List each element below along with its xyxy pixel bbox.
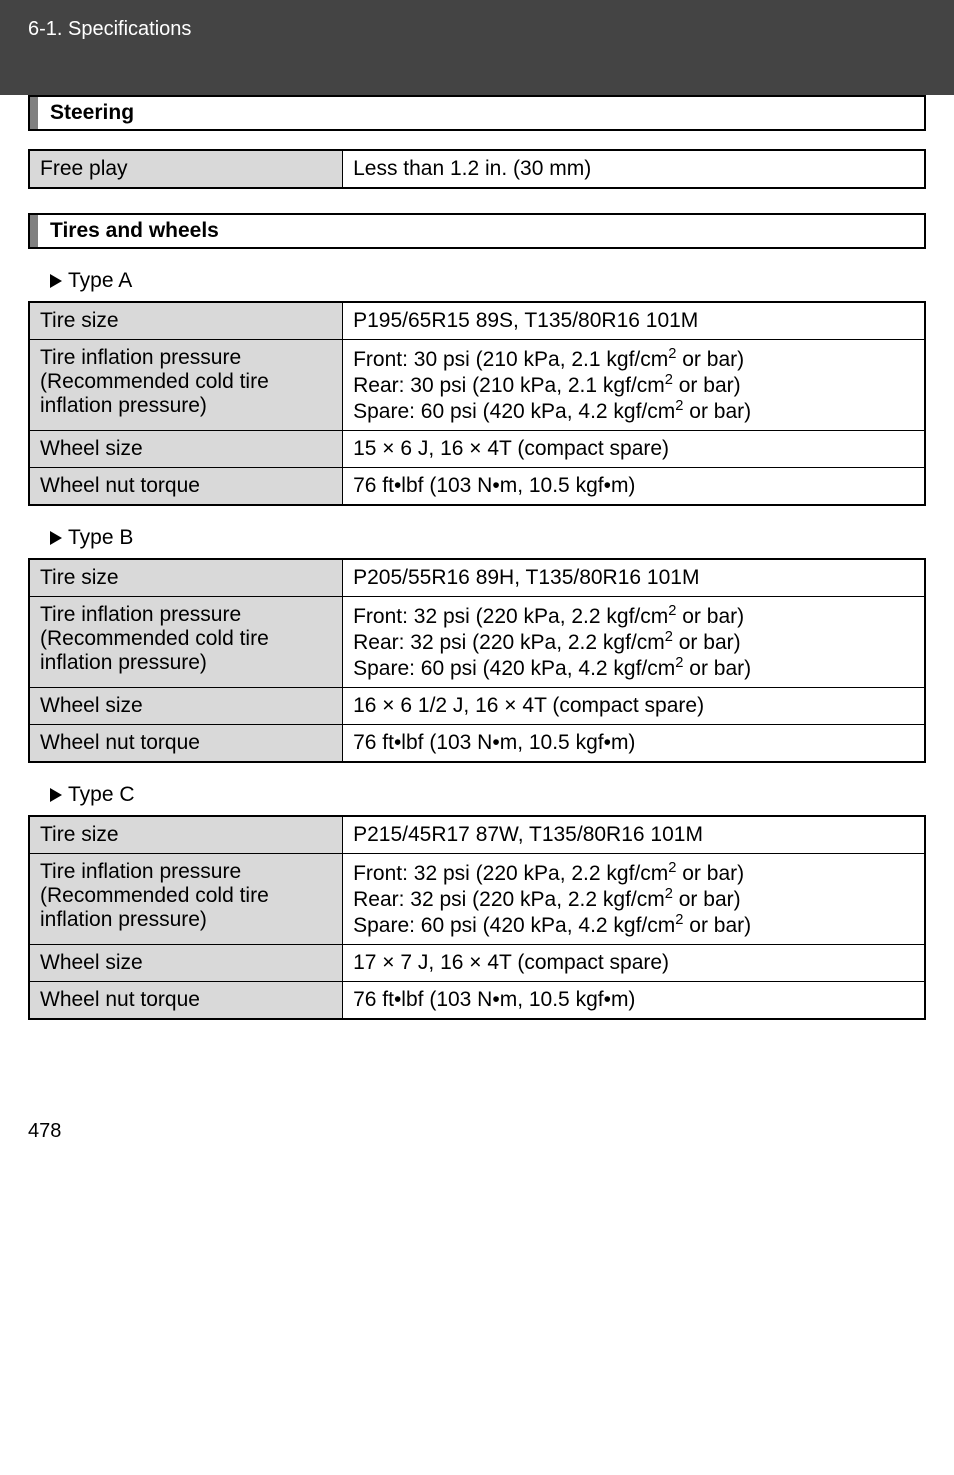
- table-row: Wheel nut torque 76 ft•lbf (103 N•m, 10.…: [29, 982, 925, 1020]
- sup: 2: [665, 886, 673, 902]
- suffix: or bar): [673, 374, 741, 397]
- cell-label: Tire inflation pressure (Recommended col…: [29, 597, 343, 688]
- cell-label: Wheel size: [29, 431, 343, 468]
- cell-label: Free play: [29, 150, 343, 188]
- tires-table-b: Tire size P205/55R16 89H, T135/80R16 101…: [28, 558, 926, 763]
- cell-label: Tire size: [29, 302, 343, 340]
- cell-label: Wheel nut torque: [29, 468, 343, 506]
- cell-label: Wheel nut torque: [29, 725, 343, 763]
- section-header-tires: Tires and wheels: [28, 213, 926, 249]
- cell-value: 15 × 6 J, 16 × 4T (compact spare): [343, 431, 925, 468]
- rear-line: Rear: 32 psi (220 kPa, 2.2 kgf/cm: [353, 631, 665, 654]
- cell-value: Front: 32 psi (220 kPa, 2.2 kgf/cm2 or b…: [343, 597, 925, 688]
- cell-value: Less than 1.2 in. (30 mm): [343, 150, 925, 188]
- sup: 2: [665, 629, 673, 645]
- cell-value: P215/45R17 87W, T135/80R16 101M: [343, 816, 925, 854]
- cell-label: Wheel size: [29, 945, 343, 982]
- table-row: Wheel nut torque 76 ft•lbf (103 N•m, 10.…: [29, 468, 925, 506]
- section-header-steering: Steering: [28, 95, 926, 131]
- table-row: Tire size P215/45R17 87W, T135/80R16 101…: [29, 816, 925, 854]
- sup: 2: [665, 372, 673, 388]
- front-line: Front: 30 psi (210 kPa, 2.1 kgf/cm: [353, 348, 668, 371]
- suffix: or bar): [673, 631, 741, 654]
- suffix: or bar): [676, 605, 744, 628]
- type-b-text: Type B: [68, 526, 133, 549]
- section-title-tires: Tires and wheels: [50, 219, 219, 242]
- page-number: 478: [0, 1060, 954, 1163]
- tires-table-a: Tire size P195/65R15 89S, T135/80R16 101…: [28, 301, 926, 506]
- table-row: Wheel nut torque 76 ft•lbf (103 N•m, 10.…: [29, 725, 925, 763]
- table-row: Tire inflation pressure (Recommended col…: [29, 854, 925, 945]
- suffix: or bar): [676, 348, 744, 371]
- table-row: Tire size P195/65R15 89S, T135/80R16 101…: [29, 302, 925, 340]
- steering-table: Free play Less than 1.2 in. (30 mm): [28, 149, 926, 189]
- cell-value: 76 ft•lbf (103 N•m, 10.5 kgf•m): [343, 725, 925, 763]
- cell-value: P195/65R15 89S, T135/80R16 101M: [343, 302, 925, 340]
- suffix: or bar): [673, 888, 741, 911]
- table-row: Wheel size 16 × 6 1/2 J, 16 × 4T (compac…: [29, 688, 925, 725]
- table-row: Tire inflation pressure (Recommended col…: [29, 340, 925, 431]
- section-title-steering: Steering: [50, 101, 134, 124]
- front-line: Front: 32 psi (220 kPa, 2.2 kgf/cm: [353, 605, 668, 628]
- front-line: Front: 32 psi (220 kPa, 2.2 kgf/cm: [353, 862, 668, 885]
- table-row: Free play Less than 1.2 in. (30 mm): [29, 150, 925, 188]
- cell-value: 76 ft•lbf (103 N•m, 10.5 kgf•m): [343, 468, 925, 506]
- cell-value: 76 ft•lbf (103 N•m, 10.5 kgf•m): [343, 982, 925, 1020]
- rear-line: Rear: 30 psi (210 kPa, 2.1 kgf/cm: [353, 374, 665, 397]
- triangle-icon: [50, 274, 62, 288]
- triangle-icon: [50, 531, 62, 545]
- cell-label: Tire inflation pressure (Recommended col…: [29, 340, 343, 431]
- suffix: or bar): [676, 862, 744, 885]
- type-c-text: Type C: [68, 783, 135, 806]
- cell-value: P205/55R16 89H, T135/80R16 101M: [343, 559, 925, 597]
- table-row: Wheel size 15 × 6 J, 16 × 4T (compact sp…: [29, 431, 925, 468]
- table-row: Tire inflation pressure (Recommended col…: [29, 597, 925, 688]
- cell-label: Tire inflation pressure (Recommended col…: [29, 854, 343, 945]
- spare-line: Spare: 60 psi (420 kPa, 4.2 kgf/cm: [353, 400, 675, 423]
- header-bar: 6-1. Specifications: [0, 0, 954, 101]
- tires-table-c: Tire size P215/45R17 87W, T135/80R16 101…: [28, 815, 926, 1020]
- cell-label: Tire size: [29, 816, 343, 854]
- cell-value: 16 × 6 1/2 J, 16 × 4T (compact spare): [343, 688, 925, 725]
- breadcrumb: 6-1. Specifications: [28, 18, 191, 40]
- cell-label: Wheel nut torque: [29, 982, 343, 1020]
- type-a-text: Type A: [68, 269, 132, 292]
- spare-line: Spare: 60 psi (420 kPa, 4.2 kgf/cm: [353, 914, 675, 937]
- table-row: Wheel size 17 × 7 J, 16 × 4T (compact sp…: [29, 945, 925, 982]
- spare-line: Spare: 60 psi (420 kPa, 4.2 kgf/cm: [353, 657, 675, 680]
- suffix: or bar): [683, 914, 751, 937]
- type-label-a: Type A: [50, 269, 926, 293]
- triangle-icon: [50, 788, 62, 802]
- cell-value: Front: 30 psi (210 kPa, 2.1 kgf/cm2 or b…: [343, 340, 925, 431]
- type-label-c: Type C: [50, 783, 926, 807]
- cell-label: Wheel size: [29, 688, 343, 725]
- cell-value: Front: 32 psi (220 kPa, 2.2 kgf/cm2 or b…: [343, 854, 925, 945]
- suffix: or bar): [683, 400, 751, 423]
- rear-line: Rear: 32 psi (220 kPa, 2.2 kgf/cm: [353, 888, 665, 911]
- suffix: or bar): [683, 657, 751, 680]
- table-row: Tire size P205/55R16 89H, T135/80R16 101…: [29, 559, 925, 597]
- cell-value: 17 × 7 J, 16 × 4T (compact spare): [343, 945, 925, 982]
- type-label-b: Type B: [50, 526, 926, 550]
- cell-label: Tire size: [29, 559, 343, 597]
- page-content: Steering Free play Less than 1.2 in. (30…: [0, 95, 954, 1060]
